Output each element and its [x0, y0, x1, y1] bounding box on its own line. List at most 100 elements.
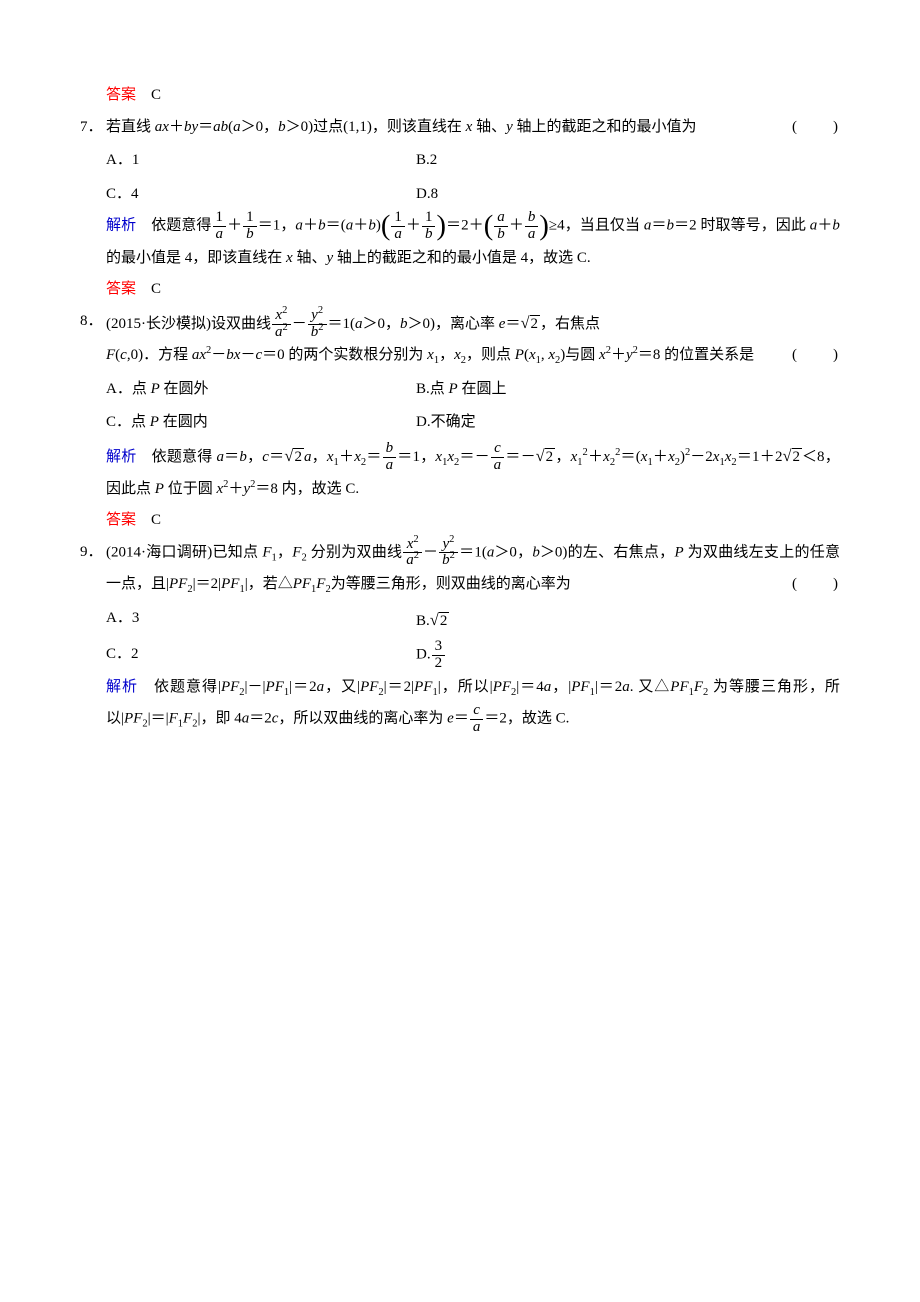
options-row-1: A．点 P 在圆外 B.点 P 在圆上 — [106, 374, 840, 406]
options-row-1: A．3 B.√2 — [106, 603, 840, 638]
option-c: C．2 — [106, 639, 416, 672]
answer-line-6: 答案 C — [106, 80, 840, 112]
t: |－| — [245, 679, 266, 695]
t: ＝8 内，故选 C. — [255, 481, 359, 497]
t: ＋ — [169, 119, 184, 135]
t: ＝ — [269, 449, 284, 465]
t: ＝2＋ — [446, 218, 484, 234]
problem-number: 8． — [80, 306, 103, 338]
t: ＝1， — [258, 218, 296, 234]
t: ＝ — [454, 711, 469, 727]
analysis-9: 解析 依题意得|PF2|－|PF1|＝2a，又|PF2|＝2|PF1|，所以|P… — [106, 672, 840, 736]
t: |＝2 — [289, 679, 316, 695]
t: 轴、 — [472, 119, 506, 135]
t: － — [423, 544, 438, 560]
t: － — [292, 316, 307, 332]
t: ＝2 — [249, 711, 272, 727]
t: ＋ — [817, 218, 832, 234]
t: |＝4 — [516, 679, 543, 695]
t: － — [211, 347, 226, 363]
t: ＞0， — [363, 316, 401, 332]
problem-number: 9． — [80, 537, 103, 569]
t: ＞0)过点(1,1)，则该直线在 — [286, 119, 466, 135]
t: ＋ — [228, 481, 243, 497]
t: |＝| — [148, 711, 169, 727]
answer-value: C — [151, 87, 161, 103]
problem-8: 8． (2015·长沙模拟)设双曲线x2a2－y2b2＝1(a＞0，b＞0)，离… — [80, 306, 840, 537]
answer-8: 答案 C — [106, 505, 840, 537]
option-c: C．4 — [106, 179, 416, 211]
t: ，| — [551, 679, 571, 695]
analysis-label: 解析 — [106, 679, 138, 695]
t: ， — [439, 347, 454, 363]
t: ， — [247, 449, 262, 465]
t: ， — [555, 449, 570, 465]
stem-text: 若直线 — [106, 119, 155, 135]
t: ＋ — [611, 347, 626, 363]
t: ＝1， — [397, 449, 435, 465]
analysis-8: 解析 依题意得 a＝b，c＝√2a，x1＋x2＝ba＝1，x1x2＝－ca＝－√… — [106, 439, 840, 505]
t: (2015·长沙模拟)设双曲线 — [106, 316, 271, 332]
t: ≥4，当且仅当 — [549, 218, 644, 234]
t: ＝1( — [459, 544, 487, 560]
answer-7: 答案 C — [106, 274, 840, 306]
t: |，所以| — [438, 679, 493, 695]
problem-7: 7． 若直线 ax＋by＝ab(a＞0，b＞0)过点(1,1)，则该直线在 x … — [80, 112, 840, 306]
t: 轴、 — [293, 250, 327, 266]
t: 依题意得 — [152, 449, 217, 465]
t: ＝1＋2 — [737, 449, 783, 465]
t: ，所以双曲线的离心率为 — [278, 711, 447, 727]
t: ＋ — [227, 218, 242, 234]
t: ＋ — [509, 218, 524, 234]
options-row-2: C．点 P 在圆内 D.不确定 — [106, 407, 840, 439]
t: |，若△ — [245, 576, 293, 592]
choice-paren: ( ) — [792, 340, 840, 372]
t: ， — [311, 449, 326, 465]
t: (2014·海口调研)已知点 — [106, 544, 262, 560]
t: 轴上的截距之和的最小值为 — [513, 119, 697, 135]
option-a: A．3 — [106, 603, 416, 638]
t: . — [630, 679, 634, 695]
t: ＝2 时取等号，因此 — [674, 218, 810, 234]
analysis-label: 解析 — [106, 218, 136, 234]
t: ＞0， — [494, 544, 532, 560]
t: 3 — [432, 639, 446, 656]
t: ＋ — [353, 218, 368, 234]
t: ，右焦点 — [540, 316, 600, 332]
t: 位于圆 — [164, 481, 217, 497]
t: ,0)．方程 — [127, 347, 192, 363]
t: 为等腰三角形，则双曲线的离心率为 — [331, 576, 571, 592]
t: ＝1( — [328, 316, 356, 332]
options-row-1: A．1 B.2 — [106, 145, 840, 177]
t: ＝ — [651, 218, 666, 234]
t: ，则点 — [466, 347, 515, 363]
t: |＝2 — [595, 679, 622, 695]
t: ， — [277, 544, 293, 560]
document-page: 答案 C 7． 若直线 ax＋by＝ab(a＞0，b＞0)过点(1,1)，则该直… — [0, 0, 920, 796]
t: ＝2，故选 C. — [484, 711, 569, 727]
t: 分别为双曲线 — [307, 544, 403, 560]
answer-value: C — [151, 512, 161, 528]
choice-paren: ( ) — [792, 569, 840, 601]
answer-label: 答案 — [106, 512, 136, 528]
t: 点， — [644, 544, 675, 560]
t: － — [240, 347, 255, 363]
t: ＝( — [620, 449, 640, 465]
t: ＝ — [366, 449, 381, 465]
answer-label: 答案 — [106, 87, 136, 103]
t: ＞0)，离心率 — [408, 316, 499, 332]
options-row-2: C．4 D.8 — [106, 179, 840, 211]
t: ＋ — [653, 449, 668, 465]
t: ＝ — [198, 119, 213, 135]
t: ＋ — [303, 218, 318, 234]
t: 依题意得 — [151, 218, 211, 234]
t: ＝－ — [459, 449, 489, 465]
analysis-7: 解析 依题意得1a＋1b＝1，a＋b＝(a＋b)(1a＋1b)＝2＋(ab＋ba… — [106, 210, 840, 274]
t: 2 — [432, 656, 446, 672]
option-d: D.不确定 — [416, 414, 476, 430]
t: 依题意得| — [154, 679, 221, 695]
options-row-2: C．2 D.32 — [106, 639, 840, 672]
t: ＞0)的左、右焦 — [540, 544, 644, 560]
t: ＋ — [406, 218, 421, 234]
t: ＝8 的位置关系是 — [638, 347, 754, 363]
